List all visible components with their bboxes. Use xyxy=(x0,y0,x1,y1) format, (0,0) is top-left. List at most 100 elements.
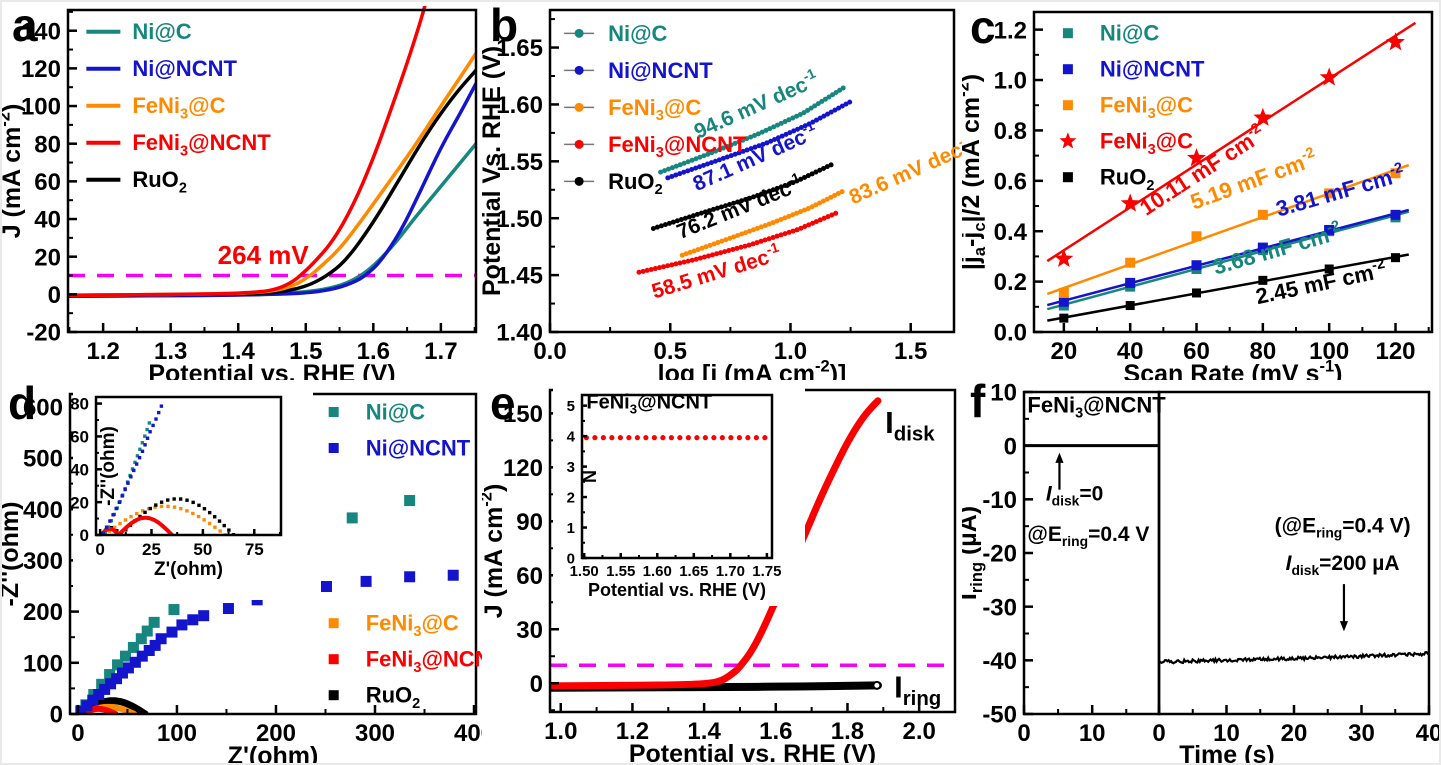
pa0-xtick-label: 1.4 xyxy=(222,338,256,365)
pb0-y-axis-label: Potential Vs. RHE (V) xyxy=(482,46,506,296)
pe0-inset0-inset-bg xyxy=(553,388,805,606)
pb0-ytick-label: 1.60 xyxy=(496,92,543,119)
pe0-inset0-y-axis-label: N xyxy=(580,470,600,483)
pc0-y-axis-label: |ja-jc|/2 (mA cm-2) xyxy=(962,74,989,270)
pb0-xtick-label: 0.5 xyxy=(654,338,687,365)
pa0-series-FeNi3@NCNT xyxy=(67,6,427,298)
pb0-series-layer xyxy=(636,85,853,275)
pb0-series-FeNi3@NCNT xyxy=(636,210,839,275)
pe0-series-Iring-end xyxy=(872,680,882,690)
pd0-inset0-series-layer xyxy=(99,404,236,536)
pc0-ticks: 20 40 60 80 100 120 0.0 0.2 0.4 0.6 0.8 1.0 1.2 xyxy=(994,17,1430,365)
pe0-xtick-label: 1.8 xyxy=(831,718,864,745)
pf0-annotation: Idisk=0 xyxy=(1046,482,1104,508)
panel-d-chart: 01002003004000100200300400500600Z'(ohm)-… xyxy=(2,392,482,765)
pf0-ytick-label: -30 xyxy=(982,594,1017,621)
pf1-xtick-label: 30 xyxy=(1348,720,1375,747)
pb0-series-FeNi3@C xyxy=(679,189,845,258)
pa0-ytick-label: 80 xyxy=(34,131,61,158)
pa0-xtick-label: 1.7 xyxy=(424,338,457,365)
pc0-legend-label: FeNi3@C xyxy=(1100,129,1193,158)
pe0-inset0-ytick-label: 0 xyxy=(567,550,575,567)
pb0-legend-label: Ni@C xyxy=(608,21,667,46)
pf0-ytick-label: -50 xyxy=(982,702,1017,729)
panel-c-chart: 20 40 60 80 100 120 0.0 0.2 0.4 0.6 0.8 1.0 1.2 Scan … xyxy=(962,10,1434,380)
pf0-annotation: @Ering=0.4 V xyxy=(1027,523,1149,549)
pd0-inset0-series-FeNi3@NCNT xyxy=(99,515,175,536)
pd0-legend-label: Ni@C xyxy=(366,399,425,424)
panel-e-chart: 1.0 1.2 1.4 1.6 1.8 2.00306090120150Potential… xyxy=(482,388,957,763)
pe0-inset0-ytick-label: 3 xyxy=(567,459,575,476)
pa0-ticks: 1.2 1.3 1.4 1.5 1.6 1.7 -20 0 20 40 60 80 100 120 140 xyxy=(21,10,476,365)
pa0-ytick-label: -20 xyxy=(26,320,61,347)
pa0-legend-label: Ni@NCNT xyxy=(132,56,237,81)
pa0-legend: Ni@C Ni@NCNT FeNi3@C FeNi3@NCNT RuO2 xyxy=(86,19,271,196)
pd0-ytick-label: 100 xyxy=(23,650,63,677)
pa0-legend-label: Ni@C xyxy=(132,19,191,44)
pf1-series-Iring-on xyxy=(1158,651,1430,665)
pd0-inset0-xtick-label: 25 xyxy=(142,540,161,559)
pa0-ytick-label: 40 xyxy=(34,207,61,234)
pb0-legend-label: Ni@NCNT xyxy=(608,58,713,83)
pb0-x-axis-label: log [j (mA cm-2)] xyxy=(658,358,847,381)
pd0-inset0-series-Ni@NCNT xyxy=(101,404,164,536)
pb0-series-Ni@C xyxy=(658,85,846,175)
panel-letter-f: f xyxy=(970,375,986,427)
pa0-legend-label: RuO2 xyxy=(132,167,187,196)
pf1-xtick-label: 20 xyxy=(1281,720,1308,747)
pe0-xtick-label: 1.0 xyxy=(544,718,577,745)
pe0-inset0-xtick-label: 1.50 xyxy=(570,563,599,580)
panel-f-chart: 0 10 10 0 -10 -20 -30 -40 -50 Iring (µA) FeNi3@NCN… xyxy=(962,380,1441,763)
pe0-xtick-label: 1.6 xyxy=(759,718,792,745)
pd0-legend-label: RuO2 xyxy=(366,683,421,712)
pc0-series-FeNi3@NCNT-star xyxy=(1046,21,1417,268)
pd0-inset0-ytick-label: 20 xyxy=(70,493,89,512)
pf0-axes-frame xyxy=(1022,390,1161,716)
pd0-inset0-xtick-label: 0 xyxy=(95,540,104,559)
pe0-xtick-label: 1.4 xyxy=(687,718,721,745)
pb0-legend-label: RuO2 xyxy=(608,169,663,198)
pd0-xtick-label: 100 xyxy=(157,720,197,747)
pa0-ytick-label: 60 xyxy=(34,169,61,196)
pd0-y-axis-label: -Z''(ohm) xyxy=(2,502,24,607)
pd0-xtick-label: 0 xyxy=(71,720,84,747)
pe0-inset0-xtick-label: 1.70 xyxy=(716,563,745,580)
pe0-inset0-ytick-label: 1 xyxy=(567,520,575,537)
pc0-ytick-label: 0.8 xyxy=(994,118,1027,145)
pe0-annotation: Iring xyxy=(894,670,941,710)
pe0-inset0-axes-frame xyxy=(580,393,774,560)
pe0-ytick-label: 90 xyxy=(516,509,543,536)
pe0-inset0-xtick-label: 1.65 xyxy=(679,563,708,580)
pf1-xtick-label: 40 xyxy=(1416,720,1441,747)
pe0-inset0-series-electron-number xyxy=(583,435,768,441)
pf1-series-layer xyxy=(1158,651,1430,665)
pd0-legend: FeNi3@C FeNi3@NCNT RuO2 xyxy=(328,611,482,712)
pc0-ytick-label: 1.0 xyxy=(994,68,1027,95)
pe0-ytick-label: 30 xyxy=(516,617,543,644)
pb0-legend-label: FeNi3@C xyxy=(608,95,701,124)
pc0-ytick-label: 0.0 xyxy=(994,320,1027,347)
pd0-inset0-ytick-label: 0 xyxy=(80,526,89,545)
pd0-legend-label: FeNi3@C xyxy=(366,611,459,640)
pe0-inset0-series-layer xyxy=(583,435,768,441)
pe0-inset0-ytick-label: 5 xyxy=(567,398,575,415)
pd0-legend-label: Ni@NCNT xyxy=(366,435,471,460)
pc0-series-RuO2 xyxy=(1047,253,1410,323)
pa0-ytick-label: 20 xyxy=(34,244,61,271)
pe0-series-layer xyxy=(549,397,955,692)
pa0-legend-label: FeNi3@NCNT xyxy=(132,130,271,159)
pa0-ytick-label: 100 xyxy=(21,94,61,121)
pb0-axes-frame xyxy=(548,8,956,334)
pa0-xtick-label: 1.6 xyxy=(357,338,390,365)
pc0-series-Ni@NCNT xyxy=(1046,208,1410,307)
pb0-series-Ni@NCNT xyxy=(665,99,853,181)
pb0-ytick-label: 1.40 xyxy=(496,320,543,347)
pb0-ytick-label: 1.45 xyxy=(496,263,543,290)
pc0-legend-label: Ni@NCNT xyxy=(1100,57,1205,82)
pe0-inset0-x-axis-label: Potential vs. RHE (V) xyxy=(588,580,766,600)
pa0-legend-label: FeNi3@C xyxy=(132,93,225,122)
pe0-inset0-xtick-label: 1.60 xyxy=(643,563,672,580)
pd0-x-axis-label: Z'(ohm) xyxy=(228,742,319,765)
pd0-ytick-label: 600 xyxy=(23,394,63,421)
